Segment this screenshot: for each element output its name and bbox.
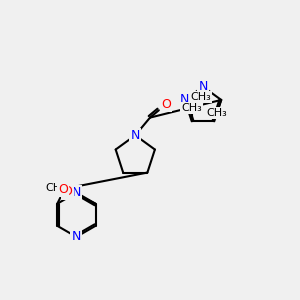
Text: N: N: [198, 80, 208, 93]
Text: N: N: [180, 93, 190, 106]
Text: CH₃: CH₃: [45, 182, 66, 193]
Text: N: N: [72, 230, 81, 243]
Text: N: N: [130, 129, 140, 142]
Text: O: O: [63, 185, 73, 199]
Text: O: O: [58, 182, 68, 196]
Text: CH₃: CH₃: [206, 108, 227, 118]
Text: CH₃: CH₃: [182, 103, 202, 113]
Text: O: O: [161, 98, 171, 111]
Text: CH₃: CH₃: [190, 92, 212, 102]
Text: N: N: [72, 186, 81, 199]
